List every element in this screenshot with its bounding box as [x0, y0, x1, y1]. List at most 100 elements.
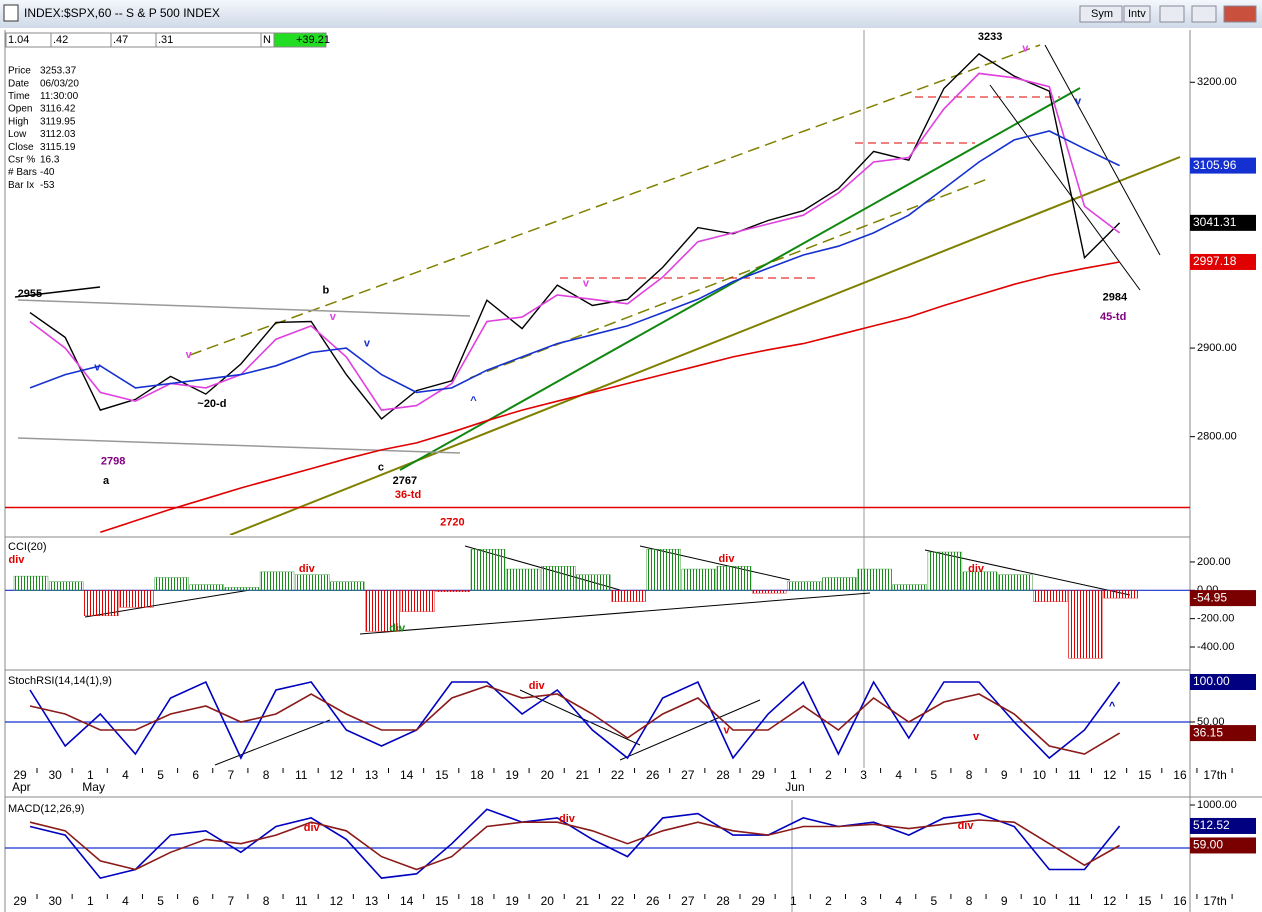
annotation: div	[529, 680, 546, 692]
intv-button[interactable]	[1123, 5, 1151, 23]
histogram-bar	[154, 577, 189, 591]
close-button[interactable]	[1223, 5, 1257, 23]
annotation: c	[378, 462, 384, 474]
trend-line	[989, 84, 1141, 291]
value-badge-label: 100.00	[1193, 674, 1230, 688]
x-tick-label: 1	[87, 894, 94, 908]
sym-label[interactable]: Sym	[1091, 8, 1113, 20]
sym-button[interactable]	[1079, 5, 1123, 23]
x-tick-label: 12	[1103, 894, 1117, 908]
annotation: div	[719, 553, 736, 565]
series-line	[29, 685, 1121, 755]
annotation: div	[968, 563, 985, 575]
x-tick-label: 15	[435, 768, 449, 782]
value-badge-label: 2997.18	[1193, 254, 1237, 268]
annotation: div	[299, 563, 316, 575]
minimize-button[interactable]	[1159, 5, 1185, 23]
x-tick-label: 2	[825, 894, 832, 908]
histogram-bar	[119, 590, 154, 608]
x-tick-label: 17th	[1203, 894, 1226, 908]
value-badge	[1190, 837, 1256, 854]
x-tick-label: 26	[646, 768, 660, 782]
x-tick-label: 4	[895, 768, 902, 782]
x-tick-label: 28	[716, 768, 730, 782]
x-tick-label: 20	[541, 768, 555, 782]
annotation: 2955	[18, 288, 42, 300]
toolbar-value: N	[263, 34, 271, 46]
histogram-bar	[505, 568, 541, 591]
x-tick-label: 30	[48, 894, 62, 908]
x-tick-label: 6	[192, 894, 199, 908]
annotation: a	[103, 475, 110, 487]
annotation: ^	[1109, 701, 1116, 713]
annotation: v	[1075, 96, 1082, 108]
histogram-bar	[365, 590, 400, 632]
x-tick-label: 10	[1033, 894, 1047, 908]
x-tick-label: 12	[1103, 768, 1117, 782]
trend-line	[214, 719, 331, 766]
toolbar-value: .47	[113, 34, 128, 46]
x-tick-label: 22	[611, 768, 625, 782]
toolbar-field	[273, 32, 327, 48]
histogram-bar	[716, 566, 752, 591]
annotation: 2984	[1103, 291, 1128, 303]
annotation: v	[330, 311, 337, 323]
month-label: Jun	[785, 780, 804, 794]
histogram-bar	[295, 574, 330, 591]
histogram-bar	[646, 548, 681, 591]
annotation: div	[559, 813, 576, 825]
toolbar-value: .31	[158, 34, 173, 46]
panel	[5, 808, 1190, 879]
x-tick-label: 27	[681, 894, 695, 908]
x-tick-label: 13	[365, 894, 379, 908]
panel	[5, 53, 1190, 534]
x-tick-label: 11	[295, 768, 308, 782]
value-badge	[1190, 590, 1256, 607]
stoch-trendlines	[214, 689, 761, 766]
x-tick-label: 4	[122, 768, 129, 782]
value-badge-label: 3105.96	[1193, 158, 1237, 172]
series-line	[29, 680, 1121, 760]
trend-line	[229, 156, 1181, 535]
x-tick-label: 17th	[1203, 768, 1226, 782]
annotation: ~20-d	[197, 398, 226, 410]
x-tick-label: 7	[228, 894, 235, 908]
info-label: Close	[8, 142, 34, 153]
x-tick-label: 18	[470, 768, 484, 782]
channel-line	[189, 44, 1041, 356]
x-tick-label: 22	[611, 894, 625, 908]
y-tick-label: 2900.00	[1197, 342, 1237, 354]
value-badge-label: -54.95	[1193, 590, 1227, 604]
value-badge	[1190, 674, 1256, 690]
trend-line	[17, 299, 471, 317]
x-tick-label: 8	[263, 768, 270, 782]
maximize-button[interactable]	[1191, 5, 1217, 23]
annotation: 2798	[101, 455, 125, 467]
x-tick-label: 16	[1173, 768, 1187, 782]
x-tick-label: 8	[966, 768, 973, 782]
annotation: v	[364, 338, 371, 350]
x-tick-label: 11	[295, 894, 308, 908]
x-tick-label: 11	[1068, 768, 1081, 782]
x-tick-label: 11	[1068, 894, 1081, 908]
histogram-bar	[330, 581, 365, 591]
info-value: 16.3	[40, 155, 60, 166]
intv-label[interactable]: Intv	[1128, 8, 1146, 20]
x-tick-label: 19	[505, 894, 519, 908]
info-label: # Bars	[8, 167, 37, 178]
x-tick-label: 19	[505, 768, 519, 782]
series-line	[29, 72, 1121, 411]
x-tick-label: 6	[192, 768, 199, 782]
info-label: Time	[8, 91, 30, 102]
info-label: High	[8, 116, 29, 127]
annotation: v	[94, 361, 101, 373]
x-tick-label: 9	[1001, 894, 1008, 908]
x-tick-label: 9	[1001, 768, 1008, 782]
x-tick-label: 18	[470, 894, 484, 908]
histogram-bar	[224, 587, 260, 591]
y-tick-label: -200.00	[1197, 613, 1234, 625]
histogram-bar	[857, 568, 892, 591]
panel	[5, 680, 1190, 760]
app-icon	[3, 4, 19, 22]
